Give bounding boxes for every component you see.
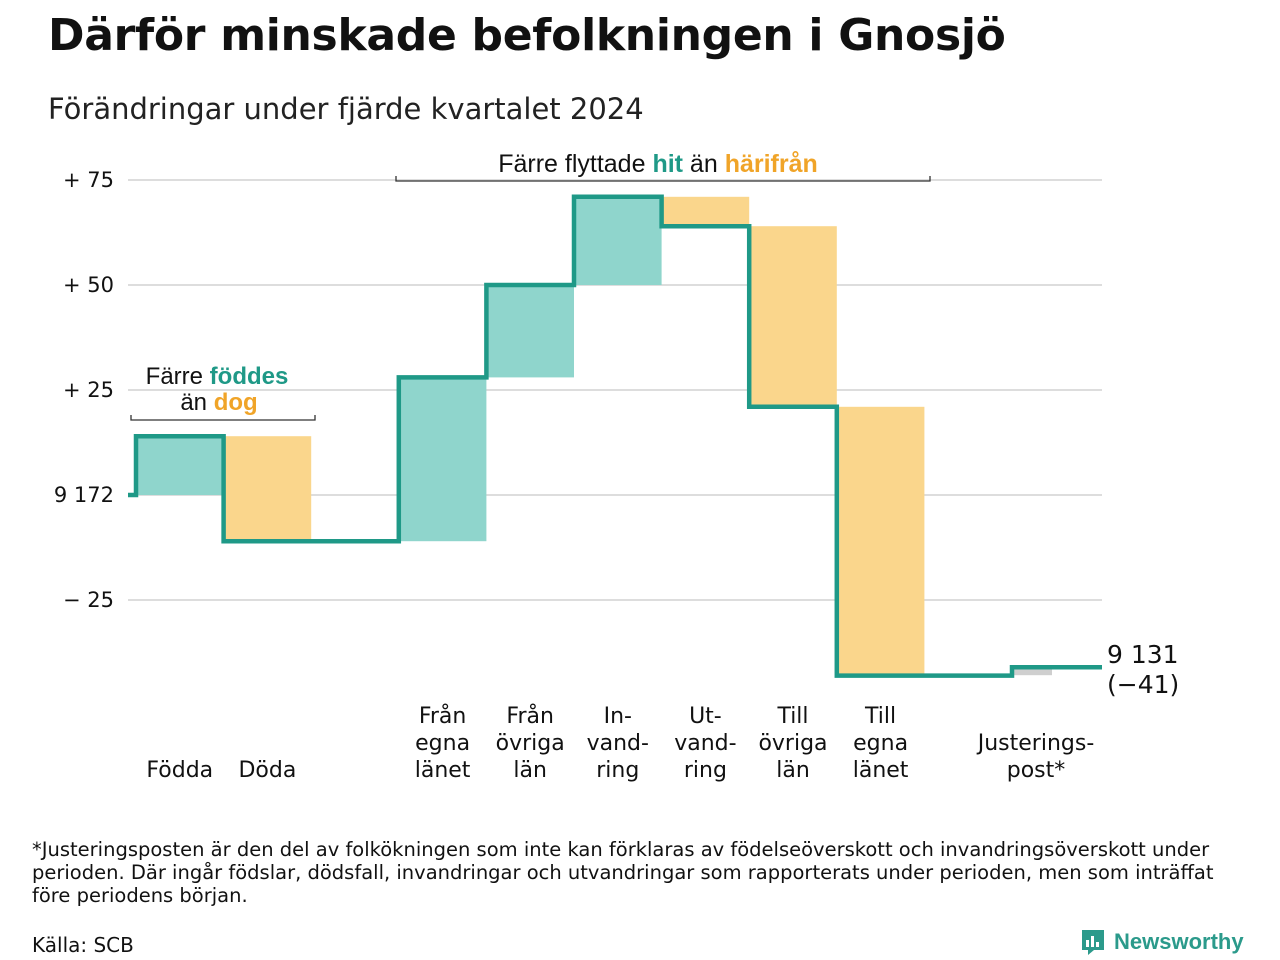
x-category-label: Ut- [689,704,722,729]
x-category-label: Justerings- [976,731,1095,756]
source-label: Källa: SCB [32,933,134,957]
y-tick-label: − 25 [63,588,114,612]
x-category-label: Från [506,703,554,729]
waterfall-bar [398,377,487,542]
waterfall-bar [223,436,312,542]
end-value-label: 9 131 [1107,640,1179,669]
births-annotation-bracket [130,415,316,421]
x-category-label: länet [853,758,909,783]
x-category-label: Till [776,704,808,729]
x-category-label: Från [419,703,467,729]
newsworthy-logo-icon [1082,930,1104,955]
chart-title: Därför minskade befolkningen i Gnosjö [48,10,1006,61]
waterfall-bar [661,196,750,227]
y-tick-label: 9 172 [54,483,114,507]
chart-subtitle: Förändringar under fjärde kvartalet 2024 [48,92,644,126]
y-tick-label: + 25 [63,378,114,402]
migration-annotation: Färre flyttade hit än härifrån [498,150,818,178]
x-category-label: Döda [238,758,296,783]
brand-name: Newsworthy [1114,929,1244,954]
waterfall-bar [486,285,574,378]
x-category-label: vand- [587,731,649,756]
y-tick-label: + 50 [63,273,114,297]
footnote: *Justeringsposten är den del av folkökni… [32,838,1214,907]
x-category-label: Till [864,704,896,729]
waterfall-bar [749,226,837,407]
x-category-label: län [776,758,810,783]
cumulative-step-line [128,194,1102,678]
x-category-label: In- [604,704,632,729]
x-category-label: vand- [674,731,736,756]
births-annotation-line1: Färre föddes [146,363,289,390]
brand-logo: Newsworthy [1080,928,1244,956]
x-category-label: egna [415,731,470,756]
waterfall-bar [136,436,224,495]
x-category-label: ring [684,758,727,783]
waterfall-bar [836,406,925,676]
x-category-label: övriga [496,731,565,756]
x-category-label: län [513,758,547,783]
x-category-label: Födda [146,758,213,783]
x-category-label: ring [596,758,639,783]
waterfall-bar [1014,669,1052,676]
y-tick-label: + 75 [63,168,114,192]
x-category-label: länet [415,758,471,783]
births-annotation-line2: än dog [180,389,257,416]
x-category-label: egna [853,731,908,756]
waterfall-bar [574,196,662,285]
migration-annotation-bracket [395,176,931,182]
end-change-label: (−41) [1107,670,1179,699]
x-category-label: övriga [758,731,827,756]
x-category-label: post* [1007,758,1066,783]
